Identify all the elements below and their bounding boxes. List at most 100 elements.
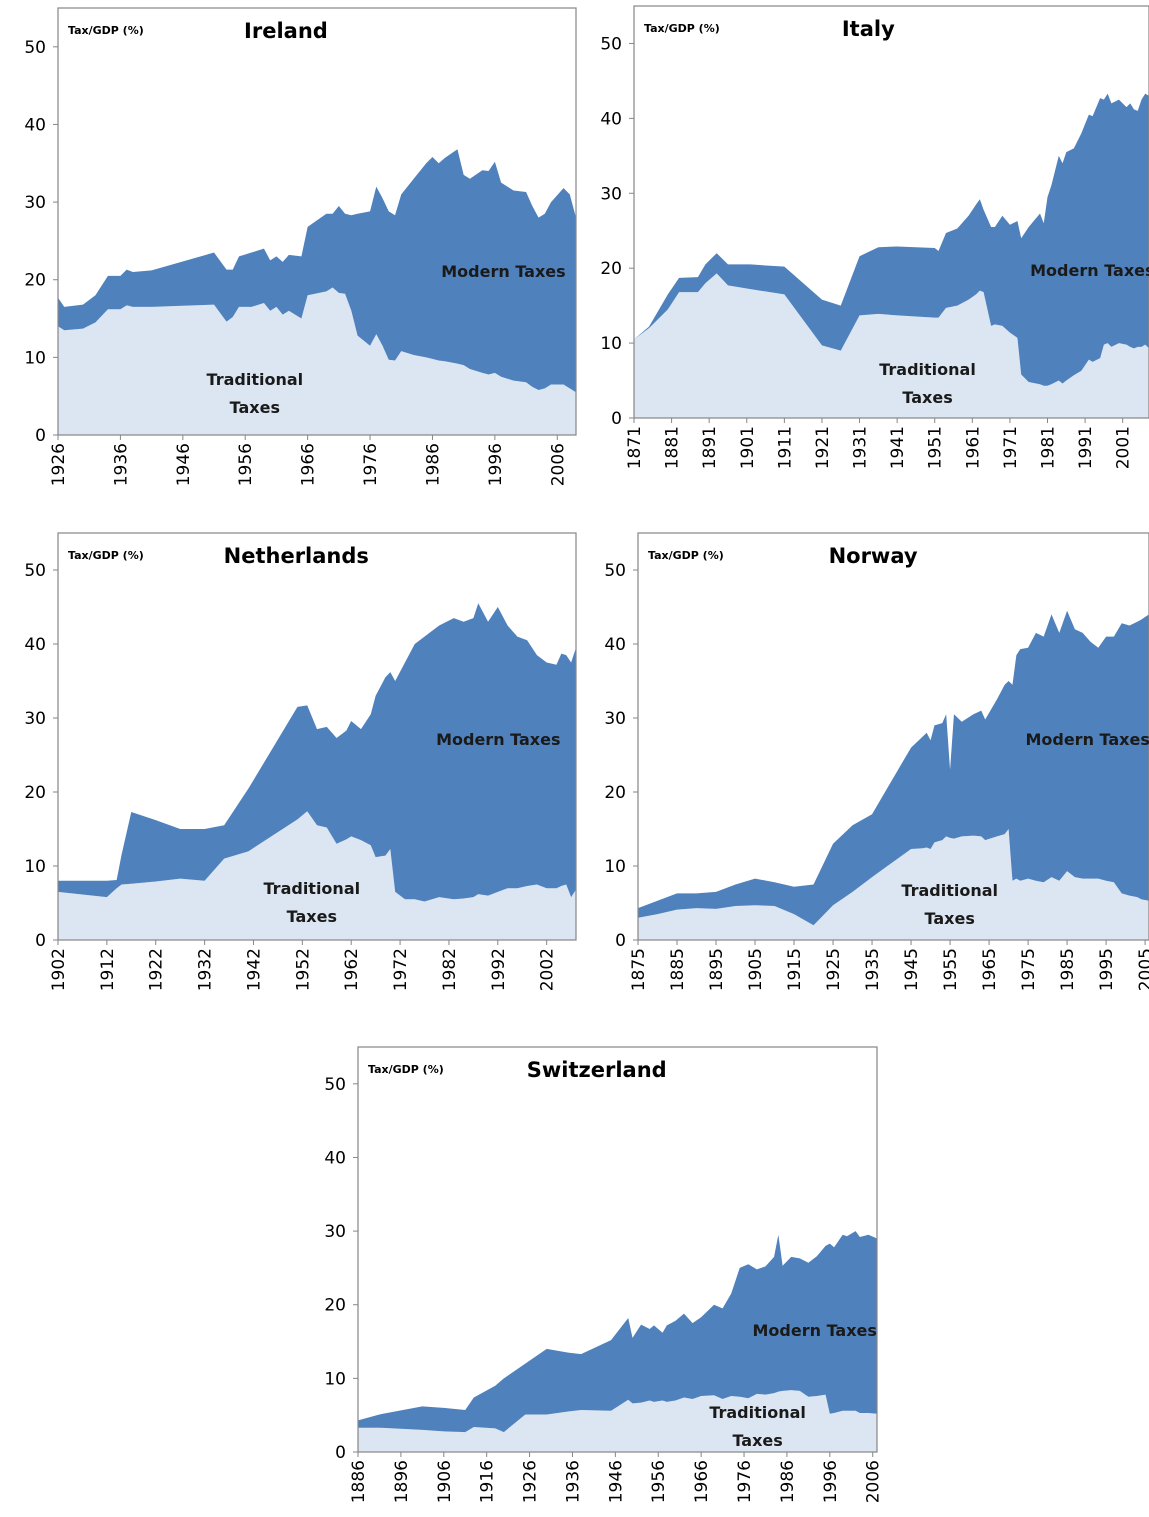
series-label: Modern Taxes [1030,261,1149,281]
series-label: Traditional Taxes [206,369,304,417]
x-tick-label: 1936 [563,1460,583,1503]
area [358,1231,877,1433]
x-tick-label: 1905 [746,948,766,991]
x-tick-label: 1972 [391,948,411,991]
x-tick-label: 1951 [926,426,946,469]
x-tick-label: 2002 [538,948,558,991]
x-tick-label: 1881 [663,426,683,469]
area [58,811,576,940]
x-tick-label: 1975 [1019,948,1039,991]
plot-frame [357,1046,878,1453]
chart-title: Netherlands [224,544,369,568]
y-tick-label: 40 [24,635,46,655]
area [358,1390,877,1452]
plot-frame [57,532,577,941]
x-tick-label: 1976 [735,1460,755,1503]
x-tick-label: 1891 [700,426,720,469]
x-tick-label: 1922 [147,948,167,991]
x-tick-label: 1986 [778,1460,798,1503]
x-tick-label: 1921 [813,426,833,469]
y-tick-label: 40 [324,1148,346,1168]
y-axis-label: Tax/GDP (%) [644,22,720,35]
y-tick-label: 0 [35,931,46,951]
x-tick-label: 1926 [521,1460,541,1503]
x-tick-label: 2005 [1136,948,1149,991]
x-tick-label: 1956 [649,1460,669,1503]
x-tick-label: 1895 [707,948,727,991]
y-axis-label: Tax/GDP (%) [368,1063,444,1076]
plot-frame [633,5,1149,419]
chart-title: Italy [842,17,895,41]
x-tick-label: 2001 [1114,426,1134,469]
y-tick-label: 50 [24,561,46,581]
x-tick-label: 1961 [963,426,983,469]
x-tick-label: 2006 [548,443,568,486]
y-tick-label: 30 [24,709,46,729]
y-tick-label: 0 [335,1443,346,1463]
series-label: Modern Taxes [1025,730,1149,750]
x-tick-label: 1931 [851,426,871,469]
y-tick-label: 0 [615,931,626,951]
y-tick-label: 30 [324,1222,346,1242]
x-tick-label: 1915 [785,948,805,991]
y-tick-label: 50 [600,34,622,54]
x-tick-label: 1896 [392,1460,412,1503]
y-tick-label: 20 [604,783,626,803]
x-tick-label: 1932 [196,948,216,991]
x-tick-label: 1916 [478,1460,498,1503]
series-label: Traditional Taxes [901,881,998,929]
y-tick-label: 10 [24,348,46,368]
y-tick-label: 40 [604,635,626,655]
area [58,287,576,435]
x-tick-label: 1985 [1058,948,1078,991]
y-tick-label: 30 [604,709,626,729]
x-tick-label: 1991 [1076,426,1096,469]
x-tick-label: 1996 [821,1460,841,1503]
x-tick-label: 1885 [668,948,688,991]
y-tick-label: 20 [24,783,46,803]
x-tick-label: 1912 [98,948,118,991]
plot [58,149,576,435]
y-tick-label: 30 [24,193,46,213]
series-label: Modern Taxes [752,1320,877,1340]
x-tick-label: 1986 [423,443,443,486]
x-tick-label: 1976 [361,443,381,486]
x-tick-label: 1886 [349,1460,369,1503]
x-tick-label: 1946 [606,1460,626,1503]
y-tick-label: 50 [324,1075,346,1095]
x-tick-label: 1906 [435,1460,455,1503]
x-tick-label: 1995 [1097,948,1117,991]
x-tick-label: 1935 [863,948,883,991]
x-tick-label: 1902 [49,948,69,991]
area [634,273,1149,418]
y-tick-label: 50 [24,38,46,58]
area [634,93,1149,386]
x-tick-label: 2006 [864,1460,884,1503]
y-tick-label: 10 [24,857,46,877]
series-label: Traditional Taxes [879,359,976,407]
plot [358,1231,877,1452]
y-tick-label: 0 [611,409,622,429]
plot-frame [637,532,1149,941]
x-tick-label: 1952 [293,948,313,991]
x-tick-label: 1925 [824,948,844,991]
x-tick-label: 1971 [1001,426,1021,469]
chart-title: Ireland [244,19,328,43]
y-tick-label: 10 [324,1369,346,1389]
plot [634,93,1149,418]
area [638,829,1149,940]
y-tick-label: 20 [324,1296,346,1316]
x-tick-label: 1936 [111,443,131,486]
plot [638,610,1149,940]
x-tick-label: 1941 [888,426,908,469]
series-label: Modern Taxes [436,730,561,750]
chart-title: Norway [829,544,918,568]
x-tick-label: 1956 [236,443,256,486]
x-tick-label: 1945 [902,948,922,991]
x-tick-label: 1901 [738,426,758,469]
y-axis-label: Tax/GDP (%) [68,24,144,37]
y-axis-label: Tax/GDP (%) [68,549,144,562]
plot [58,603,576,940]
